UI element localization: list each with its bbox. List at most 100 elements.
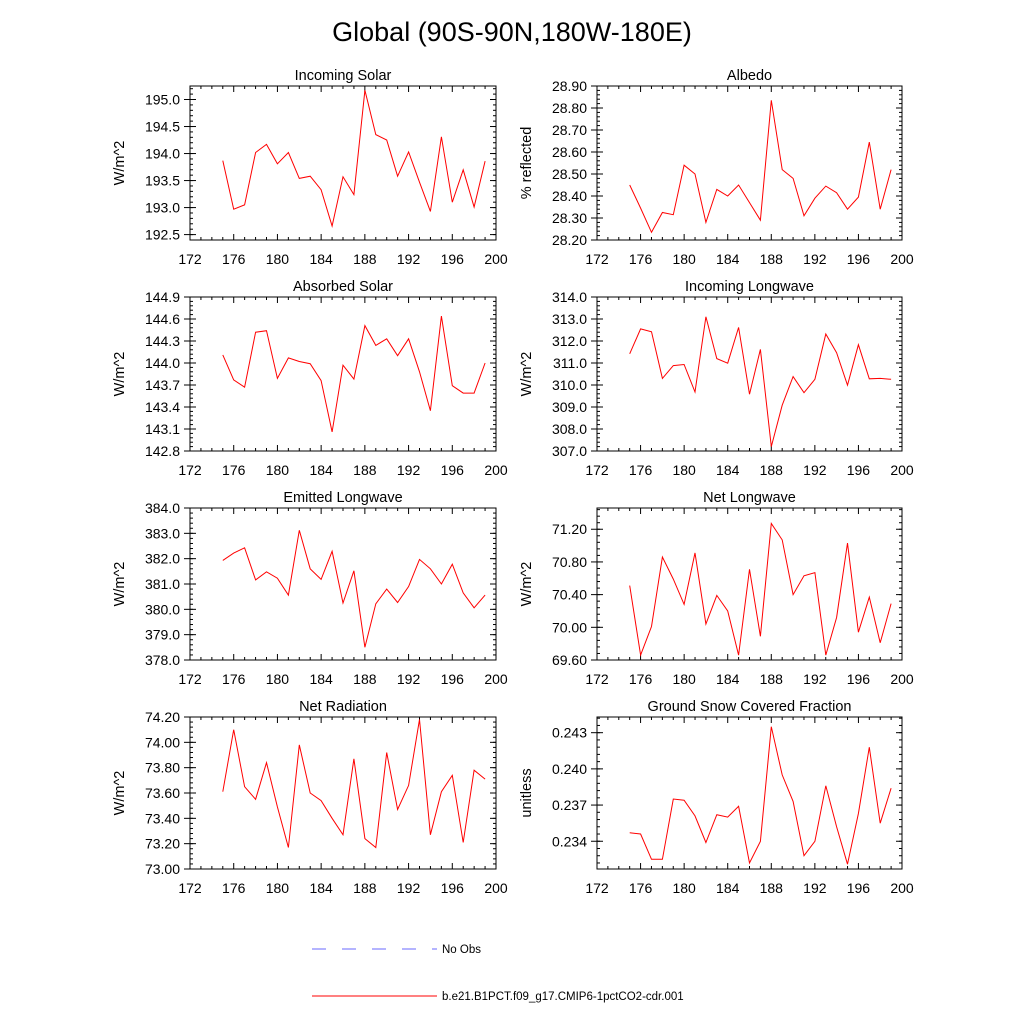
y-tick-label: 28.40 bbox=[552, 188, 587, 204]
x-tick-label: 176 bbox=[222, 880, 246, 896]
x-tick-label: 188 bbox=[760, 880, 784, 896]
y-tick-label: 193.0 bbox=[145, 200, 180, 216]
x-tick-label: 188 bbox=[760, 671, 784, 687]
y-tick-label: 73.60 bbox=[145, 785, 180, 801]
y-axis-label: W/m^2 bbox=[519, 352, 535, 397]
x-tick-label: 184 bbox=[309, 880, 333, 896]
page-title: Global (90S-90N,180W-180E) bbox=[332, 17, 692, 47]
y-tick-label: 70.00 bbox=[552, 619, 587, 635]
y-tick-label: 383.0 bbox=[145, 525, 180, 541]
x-tick-label: 184 bbox=[716, 671, 740, 687]
y-tick-label: 0.237 bbox=[552, 797, 587, 813]
panel-title: Incoming Longwave bbox=[685, 279, 814, 295]
x-tick-label: 180 bbox=[672, 880, 696, 896]
x-tick-label: 176 bbox=[222, 462, 246, 478]
x-tick-label: 176 bbox=[629, 251, 653, 267]
y-tick-label: 312.0 bbox=[552, 333, 587, 349]
series-line-ground-snow-covered-fraction bbox=[629, 726, 892, 865]
x-tick-label: 184 bbox=[309, 251, 333, 267]
x-tick-label: 196 bbox=[847, 251, 871, 267]
x-tick-label: 192 bbox=[803, 671, 827, 687]
plot-frame bbox=[596, 507, 903, 661]
x-tick-label: 180 bbox=[266, 462, 290, 478]
plot-frame bbox=[189, 85, 497, 241]
panel-title: Emitted Longwave bbox=[283, 490, 402, 506]
plot-frame bbox=[189, 507, 497, 661]
x-tick-label: 172 bbox=[585, 880, 609, 896]
y-axis-label: W/m^2 bbox=[519, 562, 535, 607]
chart-panel-emitted-longwave: Emitted Longwave W/m^2 172 176 180 184 188 192 1… bbox=[112, 490, 508, 687]
y-tick-label: 307.0 bbox=[552, 443, 587, 459]
x-tick-label: 200 bbox=[484, 671, 508, 687]
x-tick-label: 200 bbox=[890, 671, 914, 687]
x-tick-label: 176 bbox=[222, 251, 246, 267]
x-tick-label: 180 bbox=[672, 671, 696, 687]
y-tick-label: 73.80 bbox=[145, 760, 180, 776]
y-axis-label: unitless bbox=[519, 768, 535, 817]
y-tick-label: 28.90 bbox=[552, 78, 587, 94]
y-tick-label: 143.4 bbox=[145, 399, 180, 415]
y-tick-label: 384.0 bbox=[145, 500, 180, 516]
legend-label-no-obs: No Obs bbox=[442, 944, 481, 956]
y-tick-label: 379.0 bbox=[145, 627, 180, 643]
y-tick-label: 378.0 bbox=[145, 652, 180, 668]
series-line-albedo bbox=[629, 100, 892, 234]
x-tick-label: 196 bbox=[847, 462, 871, 478]
y-tick-label: 308.0 bbox=[552, 421, 587, 437]
y-axis-label: W/m^2 bbox=[112, 771, 128, 816]
x-tick-label: 176 bbox=[629, 671, 653, 687]
y-tick-label: 28.30 bbox=[552, 210, 587, 226]
x-tick-label: 192 bbox=[803, 880, 827, 896]
x-tick-label: 200 bbox=[890, 251, 914, 267]
x-tick-label: 172 bbox=[585, 251, 609, 267]
x-tick-label: 172 bbox=[585, 671, 609, 687]
y-tick-label: 70.80 bbox=[552, 554, 587, 570]
y-tick-label: 144.0 bbox=[145, 355, 180, 371]
x-tick-label: 196 bbox=[847, 671, 871, 687]
y-tick-label: 313.0 bbox=[552, 311, 587, 327]
series-line-incoming-longwave bbox=[629, 316, 892, 447]
x-tick-label: 196 bbox=[441, 880, 465, 896]
series-line-emitted-longwave bbox=[222, 530, 486, 648]
y-axis-label: W/m^2 bbox=[112, 562, 128, 607]
x-tick-label: 180 bbox=[672, 251, 696, 267]
panel-title: Albedo bbox=[727, 68, 772, 84]
y-tick-label: 193.5 bbox=[145, 173, 180, 189]
y-tick-label: 69.60 bbox=[552, 652, 587, 668]
x-tick-label: 200 bbox=[484, 251, 508, 267]
y-tick-label: 194.0 bbox=[145, 146, 180, 162]
y-tick-label: 74.20 bbox=[145, 709, 180, 725]
y-tick-label: 309.0 bbox=[552, 399, 587, 415]
y-tick-label: 381.0 bbox=[145, 576, 180, 592]
y-tick-label: 28.50 bbox=[552, 166, 587, 182]
y-tick-label: 0.243 bbox=[552, 725, 587, 741]
panels-group: Incoming Solar W/m^2 172 176 180 184 188 192 196… bbox=[112, 68, 914, 896]
plot-frame bbox=[596, 85, 903, 241]
x-tick-label: 192 bbox=[803, 251, 827, 267]
plot-frame bbox=[596, 716, 903, 870]
x-tick-label: 180 bbox=[266, 880, 290, 896]
chart-panel-net-longwave: Net Longwave W/m^2 172 176 180 184 188 192 196 20… bbox=[519, 490, 914, 687]
y-tick-label: 73.20 bbox=[145, 836, 180, 852]
x-tick-label: 180 bbox=[266, 671, 290, 687]
panel-title: Net Longwave bbox=[703, 490, 796, 506]
panel-title: Ground Snow Covered Fraction bbox=[648, 699, 852, 715]
y-tick-label: 310.0 bbox=[552, 377, 587, 393]
y-axis-label: W/m^2 bbox=[112, 352, 128, 397]
x-tick-label: 176 bbox=[222, 671, 246, 687]
y-tick-label: 192.5 bbox=[145, 227, 180, 243]
chart-panel-ground-snow-covered-fraction: Ground Snow Covered Fraction unitless 172 1… bbox=[519, 699, 914, 896]
y-axis-label: % reflected bbox=[519, 127, 535, 200]
x-tick-label: 200 bbox=[890, 462, 914, 478]
chart-panel-net-radiation: Net Radiation W/m^2 172 176 180 184 188 192 196 2… bbox=[112, 699, 508, 896]
y-tick-label: 314.0 bbox=[552, 289, 587, 305]
x-tick-label: 184 bbox=[716, 462, 740, 478]
plot-frame bbox=[596, 296, 903, 452]
x-tick-label: 188 bbox=[353, 462, 377, 478]
x-tick-label: 184 bbox=[716, 251, 740, 267]
chart-panel-incoming-solar: Incoming Solar W/m^2 172 176 180 184 188 192 196… bbox=[112, 68, 508, 267]
x-tick-label: 188 bbox=[353, 671, 377, 687]
y-tick-label: 144.6 bbox=[145, 311, 180, 327]
panel-title: Absorbed Solar bbox=[293, 279, 393, 295]
